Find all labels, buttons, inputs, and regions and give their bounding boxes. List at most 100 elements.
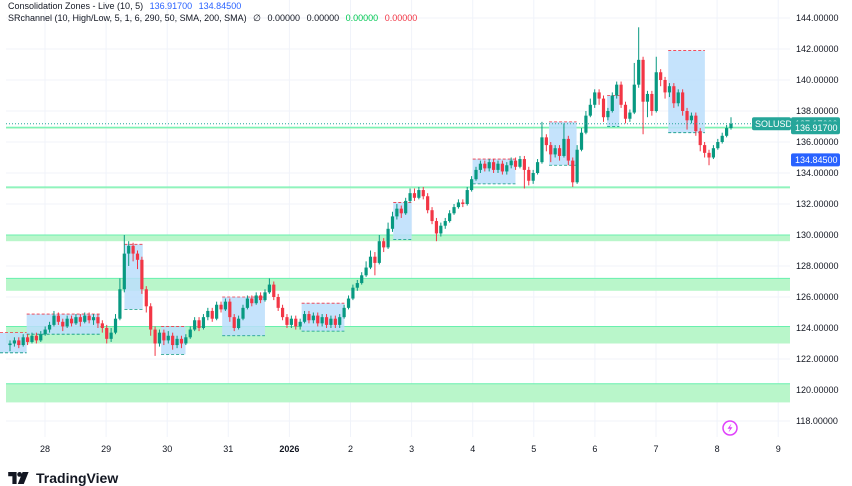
candle-body (527, 169, 531, 181)
legend-symbol: ∅ (253, 13, 261, 23)
time-axis[interactable]: 28 29 30 31 2026 2 3 4 5 6 7 8 9 (40, 444, 781, 454)
candle-body (689, 115, 694, 121)
price-tick-label: 136.00000 (796, 137, 839, 147)
sr-channel-band (6, 186, 790, 189)
lightning-icon[interactable] (722, 420, 738, 436)
candle-body (47, 324, 52, 330)
candle-body (333, 318, 337, 325)
candle-body (470, 179, 474, 191)
candle-body (465, 190, 469, 204)
price-tag-text: 136.91700 (795, 123, 838, 133)
candle-body (245, 298, 250, 308)
symbol-tag-bg (752, 117, 791, 131)
brand-name: TradingView (36, 470, 119, 486)
candle-body (61, 321, 65, 327)
candle-body (232, 317, 236, 328)
candle-body (105, 328, 109, 339)
candle-body (553, 148, 557, 155)
candle-body (338, 317, 342, 325)
symbol-tag-text: SOLUSD (755, 119, 793, 129)
candle-body (478, 163, 483, 170)
candle-body (641, 59, 645, 102)
candle-body (184, 337, 188, 344)
candle-body (140, 259, 144, 290)
candle-body (127, 245, 131, 254)
candle-body (135, 253, 140, 260)
candle-body (711, 148, 716, 158)
candle-body (452, 207, 456, 214)
candle-body (707, 152, 711, 158)
candle-body (377, 241, 381, 263)
candle-body (562, 138, 566, 156)
candle-body (619, 84, 623, 105)
candle-body (645, 93, 650, 102)
candle-body (404, 200, 408, 214)
indicator-legend-srchannel[interactable]: SRchannel (10, High/Low, 5, 1, 6, 290, 5… (8, 13, 421, 24)
candle-body (17, 340, 21, 346)
candle-body (579, 132, 584, 150)
time-tick-label: 2 (348, 444, 353, 454)
price-tick-label: 132.00000 (796, 199, 839, 209)
tradingview-logo-icon (8, 472, 29, 484)
sr-channel-band (6, 326, 790, 344)
candle-body (540, 137, 544, 163)
candle-body (557, 148, 562, 156)
time-tick-label: 3 (409, 444, 414, 454)
candle-body (298, 321, 302, 327)
candle-body (91, 317, 96, 321)
tradingview-brand[interactable]: TradingView (8, 470, 118, 486)
candle-body (355, 283, 359, 288)
candle-body (681, 92, 685, 111)
candle-body (219, 304, 223, 310)
indicator-legend-consolidation[interactable]: Consolidation Zones - Live (10, 5) 136.9… (8, 1, 245, 11)
candle-body (289, 318, 293, 325)
candle-body (144, 289, 148, 307)
time-tick-label: 5 (531, 444, 536, 454)
legend-value-d: 0.00000 (384, 13, 418, 23)
time-tick-label: 2026 (279, 444, 299, 454)
candle-body (206, 310, 210, 318)
candle-body (412, 193, 417, 198)
candle-body (280, 307, 285, 318)
price-tag-bg (791, 153, 840, 167)
candle-body (210, 310, 214, 319)
candle-body (193, 320, 197, 330)
price-tick-label: 140.00000 (796, 75, 839, 85)
candle-body (491, 162, 496, 170)
candle-body (188, 329, 192, 338)
candle-body (368, 256, 373, 268)
candle-body (672, 86, 676, 104)
candle-body (272, 284, 276, 297)
candle-body (228, 301, 232, 318)
candle-body (637, 59, 641, 85)
candle-body (395, 208, 399, 217)
candle-body (179, 338, 184, 344)
candle-body (294, 318, 298, 327)
candle-body (487, 162, 491, 169)
candle-body (654, 72, 658, 111)
candle-body (215, 304, 219, 319)
candle-body (549, 145, 553, 155)
candle-body (610, 95, 614, 111)
price-tick-label: 124.00000 (796, 323, 839, 333)
candlestick-series (8, 27, 733, 356)
candle-body (223, 301, 228, 310)
sr-channel-bands (6, 126, 790, 403)
candle-body (597, 92, 601, 99)
price-tick-label: 126.00000 (796, 292, 839, 302)
price-tick-label: 120.00000 (796, 385, 839, 395)
candle-body (575, 149, 579, 183)
candle-body (311, 315, 315, 321)
price-axis[interactable]: 144.00000 142.00000 140.00000 138.00000 136.… (796, 13, 839, 426)
sr-channel-band (6, 383, 790, 403)
candle-body (382, 241, 386, 248)
candle-body (109, 332, 113, 339)
price-tag-bg (791, 121, 840, 135)
candle-body (346, 298, 351, 308)
candle-body (56, 315, 60, 322)
candle-body (52, 315, 56, 325)
candle-body (149, 306, 153, 330)
candle-body (386, 228, 390, 248)
candle-body (729, 123, 733, 129)
